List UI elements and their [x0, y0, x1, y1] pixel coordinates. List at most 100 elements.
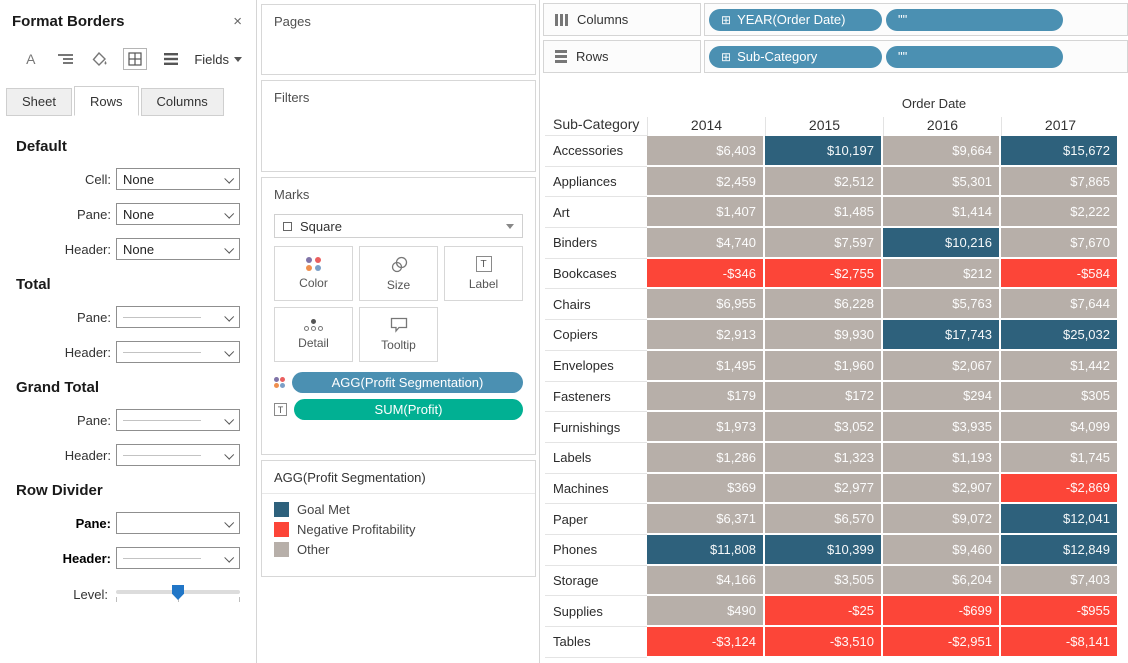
table-cell[interactable]: $15,672: [1001, 136, 1119, 167]
row-label[interactable]: Fasteners: [545, 381, 647, 413]
pages-card[interactable]: Pages: [261, 4, 536, 75]
header-select[interactable]: None: [116, 238, 240, 260]
table-cell[interactable]: -$346: [647, 258, 765, 290]
shelf-pill[interactable]: ⊞ YEAR(Order Date): [709, 8, 882, 31]
tab-sheet[interactable]: Sheet: [6, 88, 72, 116]
table-cell[interactable]: $6,228: [765, 289, 883, 321]
header-select[interactable]: [116, 341, 240, 363]
lines-icon[interactable]: [160, 49, 181, 69]
row-label[interactable]: Machines: [545, 473, 647, 505]
alignment-icon[interactable]: [54, 49, 75, 69]
header-select[interactable]: [116, 547, 240, 569]
header-select[interactable]: [116, 444, 240, 466]
fields-dropdown[interactable]: Fields: [194, 52, 243, 67]
table-cell[interactable]: $7,403: [1001, 565, 1119, 597]
table-cell[interactable]: $1,973: [647, 412, 765, 443]
table-cell[interactable]: $7,670: [1001, 228, 1119, 259]
tab-rows[interactable]: Rows: [73, 86, 139, 116]
table-cell[interactable]: -$2,869: [1001, 473, 1119, 505]
pane-select[interactable]: [116, 306, 240, 328]
pane-select[interactable]: [116, 512, 240, 534]
label-button[interactable]: T Label: [444, 246, 523, 301]
table-cell[interactable]: $12,041: [1001, 504, 1119, 535]
row-label[interactable]: Phones: [545, 534, 647, 566]
row-label[interactable]: Envelopes: [545, 350, 647, 382]
table-cell[interactable]: $9,072: [883, 504, 1001, 535]
tooltip-button[interactable]: Tooltip: [359, 307, 438, 362]
table-cell[interactable]: $6,403: [647, 136, 765, 167]
pane-select[interactable]: [116, 409, 240, 431]
table-cell[interactable]: $179: [647, 381, 765, 413]
table-cell[interactable]: $4,740: [647, 228, 765, 259]
table-cell[interactable]: $12,849: [1001, 534, 1119, 566]
shelf-pill[interactable]: ⊞ Sub-Category: [709, 45, 882, 68]
legend-item[interactable]: Negative Profitability: [274, 522, 523, 537]
table-cell[interactable]: $4,099: [1001, 412, 1119, 443]
rows-shelf-drop[interactable]: ⊞ Sub-Category "": [704, 40, 1128, 73]
field-pill[interactable]: SUM(Profit): [294, 399, 523, 420]
table-cell[interactable]: -$584: [1001, 258, 1119, 290]
table-cell[interactable]: $3,505: [765, 565, 883, 597]
table-cell[interactable]: $212: [883, 258, 1001, 290]
table-cell[interactable]: $490: [647, 596, 765, 627]
table-cell[interactable]: $1,193: [883, 442, 1001, 474]
table-cell[interactable]: $11,808: [647, 534, 765, 566]
table-cell[interactable]: $172: [765, 381, 883, 413]
table-cell[interactable]: $3,052: [765, 412, 883, 443]
table-cell[interactable]: $10,399: [765, 534, 883, 566]
color-button[interactable]: Color: [274, 246, 353, 301]
table-cell[interactable]: $7,644: [1001, 289, 1119, 321]
level-slider[interactable]: [116, 585, 240, 603]
table-cell[interactable]: $2,222: [1001, 197, 1119, 229]
table-cell[interactable]: -$3,510: [765, 627, 883, 658]
row-label[interactable]: Accessories: [545, 136, 647, 167]
table-cell[interactable]: -$2,755: [765, 258, 883, 290]
table-cell[interactable]: $7,597: [765, 228, 883, 259]
table-cell[interactable]: -$3,124: [647, 627, 765, 658]
table-cell[interactable]: $6,570: [765, 504, 883, 535]
table-cell[interactable]: -$25: [765, 596, 883, 627]
row-label[interactable]: Furnishings: [545, 412, 647, 443]
row-label[interactable]: Storage: [545, 565, 647, 597]
table-cell[interactable]: -$699: [883, 596, 1001, 627]
table-cell[interactable]: $1,745: [1001, 442, 1119, 474]
table-cell[interactable]: $6,955: [647, 289, 765, 321]
table-cell[interactable]: $369: [647, 473, 765, 505]
close-icon[interactable]: ×: [233, 13, 242, 30]
filters-card[interactable]: Filters: [261, 80, 536, 172]
table-cell[interactable]: $2,512: [765, 166, 883, 198]
table-cell[interactable]: $5,763: [883, 289, 1001, 321]
tab-columns[interactable]: Columns: [140, 88, 224, 116]
legend-item[interactable]: Other: [274, 542, 523, 557]
table-cell[interactable]: $9,664: [883, 136, 1001, 167]
table-cell[interactable]: $5,301: [883, 166, 1001, 198]
table-cell[interactable]: $2,913: [647, 320, 765, 351]
table-cell[interactable]: $294: [883, 381, 1001, 413]
table-cell[interactable]: $1,960: [765, 350, 883, 382]
table-cell[interactable]: $1,407: [647, 197, 765, 229]
year-header[interactable]: 2017: [1001, 117, 1119, 136]
table-cell[interactable]: $6,371: [647, 504, 765, 535]
table-cell[interactable]: -$955: [1001, 596, 1119, 627]
table-cell[interactable]: $9,930: [765, 320, 883, 351]
row-field-label[interactable]: Sub-Category: [545, 115, 647, 136]
table-cell[interactable]: -$8,141: [1001, 627, 1119, 658]
mark-type-dropdown[interactable]: Square: [274, 214, 523, 238]
row-label[interactable]: Art: [545, 197, 647, 229]
table-cell[interactable]: $1,286: [647, 442, 765, 474]
table-cell[interactable]: $1,442: [1001, 350, 1119, 382]
table-cell[interactable]: $1,485: [765, 197, 883, 229]
table-cell[interactable]: $17,743: [883, 320, 1001, 351]
cell-select[interactable]: None: [116, 168, 240, 190]
row-label[interactable]: Chairs: [545, 289, 647, 321]
table-cell[interactable]: $3,935: [883, 412, 1001, 443]
shelf-pill[interactable]: "": [886, 45, 1063, 68]
row-label[interactable]: Bookcases: [545, 258, 647, 290]
row-label[interactable]: Copiers: [545, 320, 647, 351]
table-cell[interactable]: $6,204: [883, 565, 1001, 597]
row-label[interactable]: Supplies: [545, 596, 647, 627]
field-pill[interactable]: AGG(Profit Segmentation): [292, 372, 523, 393]
shading-icon[interactable]: [89, 49, 110, 69]
table-cell[interactable]: $2,459: [647, 166, 765, 198]
shelf-pill[interactable]: "": [886, 8, 1063, 31]
